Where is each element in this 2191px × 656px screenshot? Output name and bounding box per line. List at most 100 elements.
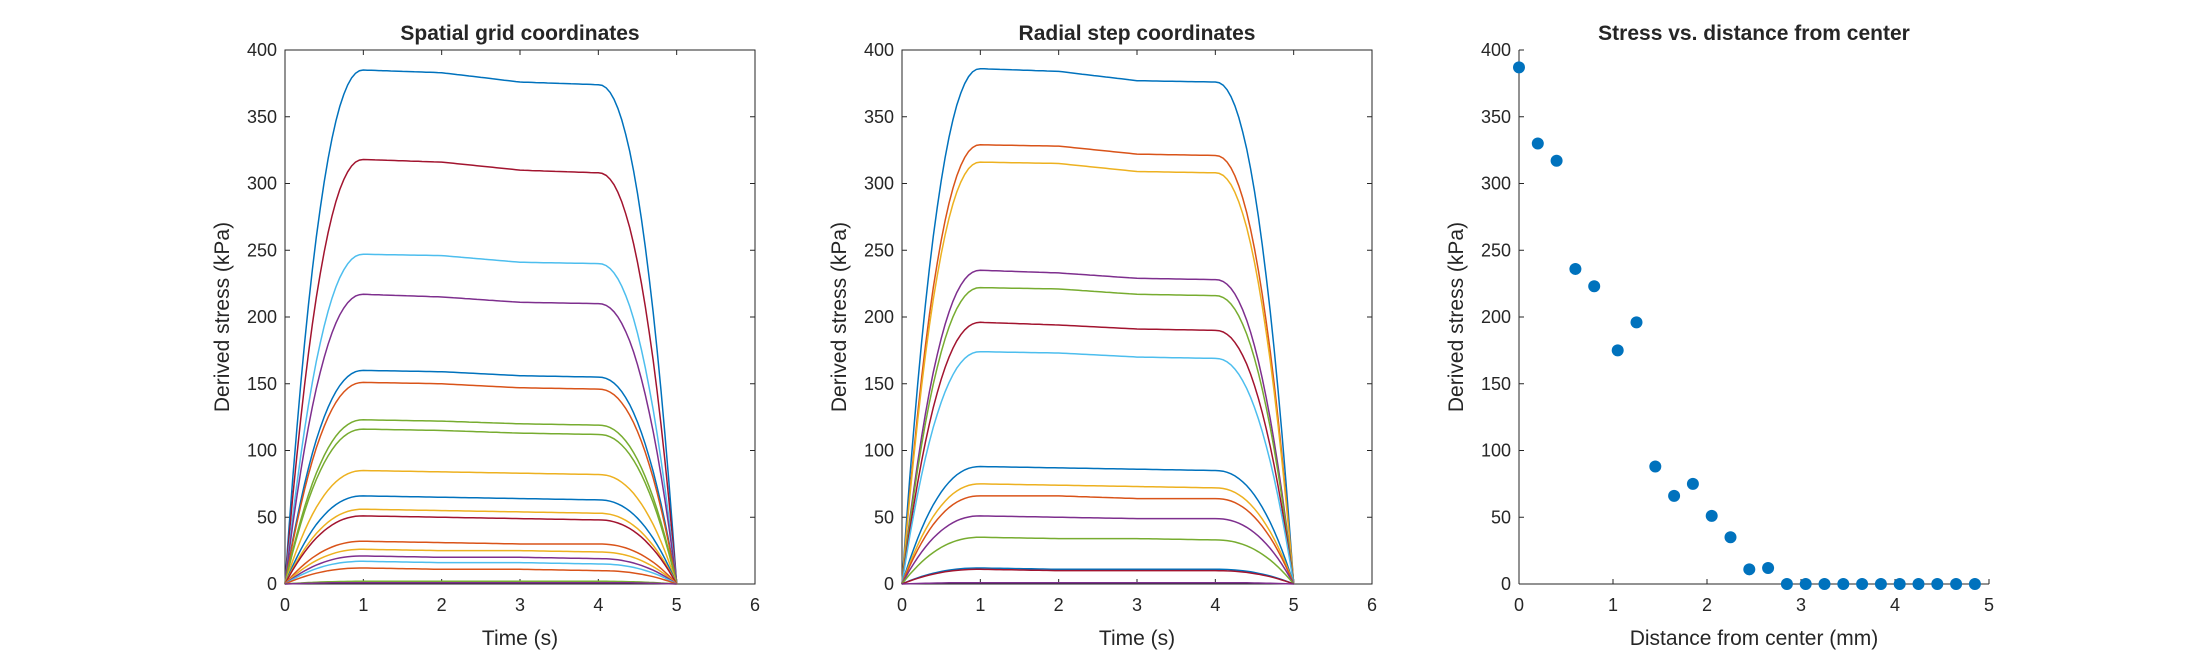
x-tick-label: 2 <box>1054 595 1064 615</box>
plot-frame <box>284 49 756 585</box>
scatter-point <box>1856 578 1869 590</box>
series-line-1 <box>901 67 1295 585</box>
chart-panel-stress-vs-distance: Stress vs. distance from center 05010015… <box>1445 22 1994 650</box>
x-axis-ticks: 0 1 2 3 4 5 6 <box>280 50 760 615</box>
x-axis-label: Time (s) <box>482 627 558 650</box>
y-tick-label: 50 <box>257 507 277 527</box>
scatter-point <box>1588 280 1601 293</box>
series-line-2 <box>901 144 1295 585</box>
x-tick-label: 3 <box>515 595 525 615</box>
y-tick-label: 300 <box>864 174 894 194</box>
series-line-8 <box>901 465 1295 585</box>
series-line-12 <box>284 515 678 585</box>
y-axis-label: Derived stress (kPa) <box>211 222 234 412</box>
y-tick-label: 100 <box>1481 441 1511 461</box>
series-line-14 <box>284 548 678 585</box>
series-line-11 <box>284 508 678 585</box>
scatter-point <box>1686 477 1699 490</box>
y-axis-label: Derived stress (kPa) <box>1445 222 1468 412</box>
scatter-point <box>1705 509 1718 522</box>
series-line-11 <box>901 515 1295 585</box>
x-tick-label: 2 <box>437 595 447 615</box>
series-line-7 <box>284 419 678 585</box>
x-tick-label: 4 <box>593 595 603 615</box>
scatter-point <box>1837 578 1850 590</box>
chart-panel-radial-step: Radial step coordinates 0501001502002503… <box>828 22 1377 650</box>
series-line-6 <box>284 381 678 585</box>
series-lines <box>901 67 1295 585</box>
x-axis-label: Time (s) <box>1099 627 1175 650</box>
x-tick-label: 3 <box>1132 595 1142 615</box>
series-lines <box>284 69 678 585</box>
y-axis-ticks: 0 50 100 150 200 250 300 350 400 <box>864 40 1372 594</box>
x-tick-label: 6 <box>750 595 760 615</box>
y-axis-ticks: 0 50 100 150 200 250 300 350 400 <box>1481 40 1524 594</box>
x-tick-label: 1 <box>1608 595 1618 615</box>
y-tick-label: 350 <box>247 107 277 127</box>
series-line-16 <box>284 560 678 585</box>
x-tick-label: 6 <box>1367 595 1377 615</box>
series-line-4 <box>284 293 678 585</box>
x-tick-label: 1 <box>358 595 368 615</box>
y-tick-label: 400 <box>1481 40 1511 60</box>
y-tick-label: 250 <box>1481 240 1511 260</box>
x-tick-label: 4 <box>1210 595 1220 615</box>
y-tick-label: 50 <box>1491 507 1511 527</box>
scatter-point <box>1668 489 1681 502</box>
series-line-3 <box>284 253 678 585</box>
scatter-point <box>1931 578 1944 590</box>
y-tick-label: 300 <box>1481 174 1511 194</box>
x-tick-label: 0 <box>280 595 290 615</box>
scatter-point <box>1780 578 1793 590</box>
series-line-14 <box>901 568 1294 585</box>
y-tick-label: 200 <box>864 307 894 327</box>
series-line-13 <box>284 540 678 585</box>
scatter-point <box>1950 578 1963 590</box>
y-tick-label: 0 <box>884 574 894 594</box>
scatter-point <box>1531 137 1544 150</box>
series-line-13 <box>901 567 1294 585</box>
scatter-point <box>1762 561 1775 574</box>
chart-title: Stress vs. distance from center <box>1598 22 1910 45</box>
series-line-7 <box>901 350 1295 585</box>
chart-title: Radial step coordinates <box>1019 22 1256 45</box>
series-line-4 <box>901 269 1295 585</box>
scatter-point <box>1874 578 1887 590</box>
x-axis-ticks: 0 1 2 3 4 5 6 <box>897 50 1377 615</box>
y-tick-label: 150 <box>864 374 894 394</box>
y-tick-label: 400 <box>864 40 894 60</box>
series-line-5 <box>284 369 678 585</box>
y-tick-label: 400 <box>247 40 277 60</box>
y-tick-label: 350 <box>1481 107 1511 127</box>
y-tick-label: 100 <box>864 441 894 461</box>
x-tick-label: 0 <box>897 595 907 615</box>
x-tick-label: 5 <box>672 595 682 615</box>
x-tick-label: 0 <box>1514 595 1524 615</box>
y-tick-label: 100 <box>247 441 277 461</box>
scatter-point <box>1893 578 1906 590</box>
series-line-10 <box>901 495 1295 585</box>
y-tick-label: 200 <box>247 307 277 327</box>
y-tick-label: 0 <box>267 574 277 594</box>
series-line-3 <box>901 161 1295 585</box>
series-line-1 <box>284 69 678 585</box>
scatter-point <box>1513 61 1525 74</box>
y-tick-label: 0 <box>1501 574 1511 594</box>
scatter-point <box>1550 154 1563 167</box>
scatter-point <box>1743 563 1756 576</box>
y-tick-label: 350 <box>864 107 894 127</box>
series-line-2 <box>284 158 678 585</box>
plot-frame <box>901 49 1373 585</box>
series-line-15 <box>901 581 1294 585</box>
scatter-point <box>1724 531 1737 544</box>
x-tick-label: 5 <box>1984 595 1994 615</box>
y-tick-label: 150 <box>247 374 277 394</box>
scatter-point <box>1611 344 1624 357</box>
series-line-15 <box>284 555 678 585</box>
x-tick-label: 1 <box>975 595 985 615</box>
axis-lines <box>1518 50 1989 585</box>
scatter-point <box>1968 578 1981 590</box>
scatter-point <box>1912 578 1925 590</box>
series-line-8 <box>284 428 678 585</box>
